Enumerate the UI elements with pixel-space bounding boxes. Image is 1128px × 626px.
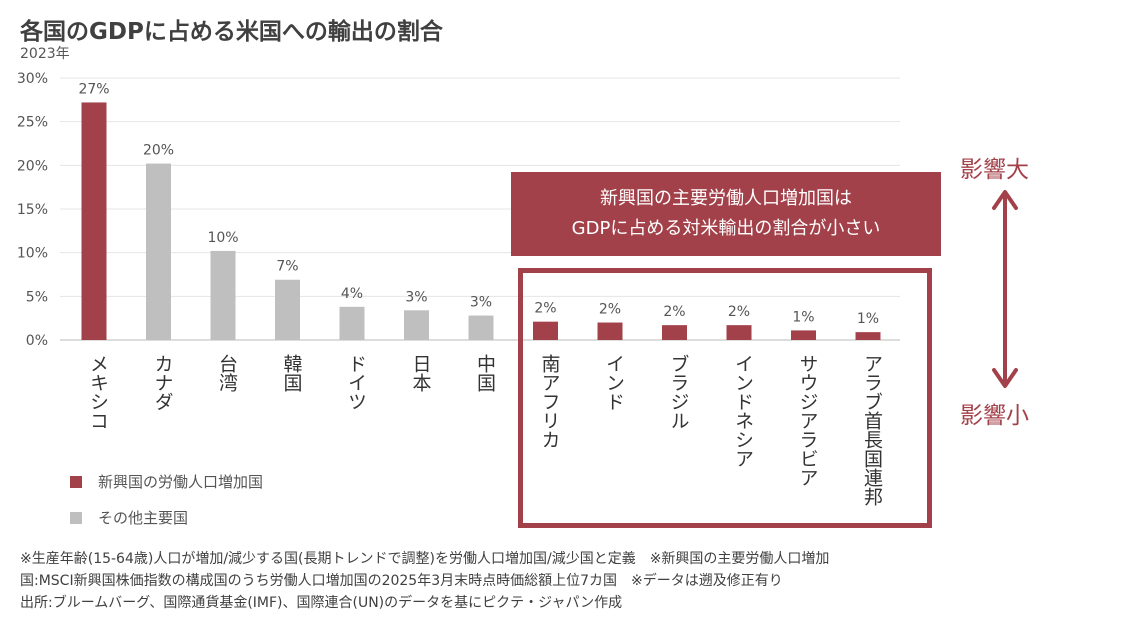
- x-category-label: インド: [603, 354, 625, 411]
- x-category-label: 南アフリカ: [539, 354, 561, 449]
- x-category-label: 中国: [474, 354, 496, 392]
- y-tick-label: 30%: [17, 71, 48, 87]
- bar: [210, 250, 236, 340]
- data-label: 2%: [663, 304, 685, 320]
- data-label: 1%: [792, 309, 814, 325]
- bar: [339, 306, 365, 340]
- bar-chart: 0% 5% 10% 15% 20% 25% 30% 27% メキシコ 20% カナダ 10% 台湾 7% 韓…: [17, 71, 900, 506]
- x-category-label: サウジアラビア: [797, 354, 819, 487]
- legend-item-other: その他主要国: [70, 507, 188, 528]
- data-label: 10%: [207, 230, 238, 246]
- bar: [404, 310, 429, 340]
- data-label: 20%: [143, 143, 174, 159]
- x-category-label: 韓国: [281, 354, 303, 392]
- y-tick-label: 25%: [17, 115, 48, 131]
- callout-banner: 新興国の主要労働人口増加国は GDPに占める対米輸出の割合が小さい: [511, 172, 941, 256]
- data-label: 2%: [728, 304, 750, 320]
- footnote: ※生産年齢(15-64歳)人口が増加/減少する国(長期トレンドで調整)を労働人口…: [20, 548, 1115, 614]
- data-label: 2%: [599, 302, 621, 318]
- chart-subtitle: 2023年: [20, 46, 70, 62]
- x-category-label: ドイツ: [345, 354, 367, 411]
- bar: [468, 315, 494, 340]
- x-category-label: カナダ: [152, 354, 174, 411]
- x-category-label: アラブ首長国連邦: [861, 354, 883, 506]
- impact-high-label: 影響大: [960, 157, 1029, 183]
- y-tick-label: 20%: [17, 158, 48, 174]
- bar: [662, 325, 687, 340]
- double-arrow-icon: [992, 190, 1018, 388]
- bar: [146, 163, 171, 340]
- legend-item-emerging: 新興国の労働人口増加国: [70, 471, 263, 492]
- chart-title: 各国のGDPに占める米国への輸出の割合: [20, 19, 443, 45]
- y-tick-label: 5%: [26, 289, 48, 305]
- bar: [275, 279, 300, 340]
- bar: [855, 332, 881, 340]
- bar: [597, 322, 623, 340]
- legend-swatch-other: [70, 511, 82, 524]
- data-label: 3%: [405, 289, 427, 305]
- x-category-label: 日本: [410, 354, 432, 392]
- x-category-label: 台湾: [216, 354, 238, 393]
- bar: [81, 102, 107, 340]
- y-tick-label: 0%: [26, 333, 48, 349]
- data-label: 7%: [276, 259, 298, 275]
- footnote-line-3: 出所:ブルームバーグ、国際通貨基金(IMF)、国際連合(UN)のデータを基にピク…: [20, 595, 623, 611]
- x-category-label: ブラジル: [668, 354, 690, 430]
- bar: [791, 330, 816, 340]
- callout-line-1: 新興国の主要労働人口増加国は: [600, 188, 852, 209]
- footnote-line-2: 国:MSCI新興国株価指数の構成国のうち労働人口増加国の2025年3月末時点時価…: [20, 573, 783, 589]
- x-category-label: インドネシア: [732, 354, 754, 468]
- legend-swatch-emerging: [70, 475, 82, 488]
- data-label: 4%: [341, 286, 363, 302]
- bar: [726, 325, 752, 340]
- data-label: 3%: [470, 295, 492, 311]
- legend-label-emerging: 新興国の労働人口増加国: [98, 473, 264, 491]
- x-category-label: メキシコ: [87, 354, 109, 430]
- callout-line-2: GDPに占める対米輸出の割合が小さい: [571, 218, 881, 239]
- footnote-line-1: ※生産年齢(15-64歳)人口が増加/減少する国(長期トレンドで調整)を労働人口…: [20, 551, 830, 567]
- data-label: 2%: [534, 301, 556, 317]
- y-tick-label: 10%: [17, 246, 48, 262]
- data-label: 1%: [857, 311, 879, 327]
- highlight-box: [518, 268, 932, 528]
- data-label: 27%: [78, 81, 109, 97]
- y-tick-label: 15%: [17, 202, 48, 218]
- bar: [533, 321, 558, 340]
- impact-low-label: 影響小: [960, 403, 1029, 429]
- legend-label-other: その他主要国: [98, 509, 189, 527]
